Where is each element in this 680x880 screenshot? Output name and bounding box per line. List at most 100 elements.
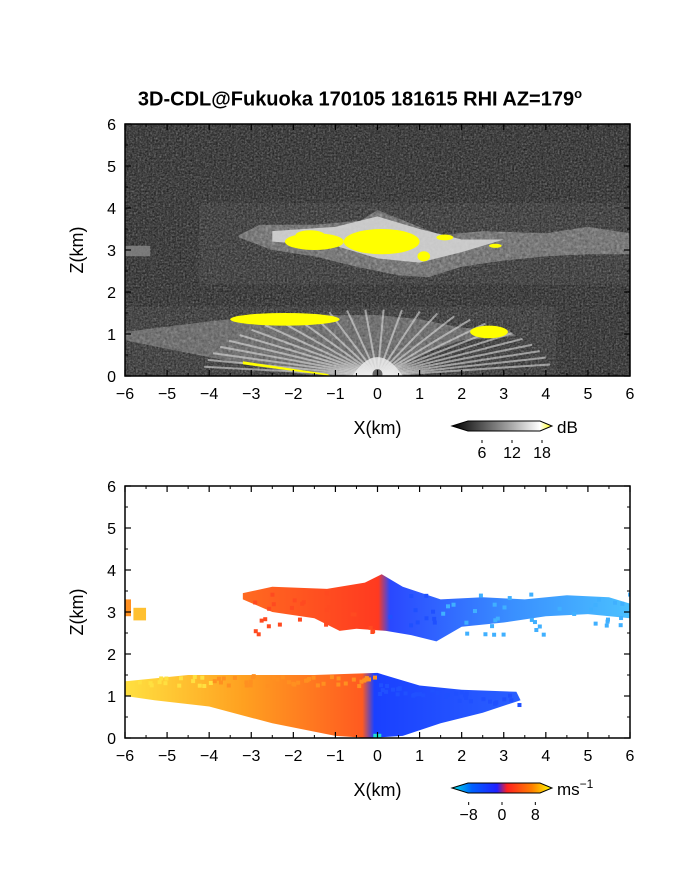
velocity-speckle (441, 611, 446, 616)
velocity-speckle (495, 616, 500, 621)
velocity-speckle (216, 676, 221, 681)
velocity-speckle (435, 690, 440, 695)
y-tick-label: 3 (107, 243, 116, 260)
velocity-speckle (509, 698, 514, 703)
x-tick-label: 0 (373, 748, 382, 765)
velocity-speckle (572, 611, 577, 616)
velocity-speckle (534, 628, 539, 633)
velocity-speckle (137, 680, 142, 685)
upper-cloud-fragment (133, 607, 147, 621)
velocity-speckle (177, 683, 182, 688)
velocity-speckle (618, 623, 623, 628)
x-tick-label: −3 (242, 386, 260, 403)
velocity-speckle (593, 603, 598, 608)
velocity-speckle (415, 620, 420, 625)
velocity-speckle (488, 699, 493, 704)
reflectivity-colorbar: dB 6 12 18 (450, 418, 578, 462)
velocity-speckle (178, 676, 183, 681)
radial-beam-streak (377, 350, 540, 376)
velocity-speckle (604, 623, 609, 628)
velocity-speckle (370, 630, 375, 635)
velocity-speckle (412, 692, 417, 697)
radial-beam-streak (212, 352, 378, 376)
velocity-speckle (221, 676, 226, 681)
y-tick-label: 4 (107, 563, 116, 580)
velocity-speckle (378, 691, 383, 696)
velocity-speckle (431, 609, 436, 614)
saturated-blob (295, 230, 325, 241)
velocity-speckle (593, 621, 598, 626)
y-tick-label: 4 (107, 201, 116, 218)
upper-cloud-fragment (125, 599, 131, 617)
velocity-speckle (197, 683, 202, 688)
velocity-speckle (468, 699, 473, 704)
velocity-speckle (457, 698, 462, 703)
velocity-speckle (445, 604, 450, 609)
velocity-speckle (541, 632, 546, 637)
y-tick-label: 6 (107, 479, 116, 496)
velocity-speckle (275, 677, 280, 682)
velocity-speckle (232, 675, 237, 680)
velocity-speckle (537, 624, 542, 629)
velocity-speckle (481, 697, 486, 702)
velocity-speckle (451, 602, 456, 607)
velocity-speckle (324, 622, 329, 627)
x-tick-label: −5 (158, 386, 176, 403)
velocity-speckle (557, 606, 562, 611)
velocity-speckle (588, 607, 593, 612)
y-tick-label: 1 (107, 689, 116, 706)
near-field-return (352, 357, 403, 376)
y-tick-label: 0 (107, 369, 116, 386)
saturated-blob (369, 229, 412, 245)
velocity-speckle (208, 681, 213, 686)
velocity-speckle (263, 617, 268, 622)
x-tick-label: 1 (415, 748, 424, 765)
velocity-speckle (286, 680, 291, 685)
y-tick-label: 5 (107, 521, 116, 538)
y-tick-label: 1 (107, 327, 116, 344)
saturated-edge (242, 361, 332, 376)
velocity-speckle (413, 608, 418, 613)
velocity-speckle (321, 681, 326, 686)
radial-beam-streak (377, 332, 512, 376)
radial-beam-streak (377, 356, 546, 376)
velocity-speckle (300, 601, 305, 606)
radial-beam-streak (220, 345, 378, 376)
x-axis-label: X(km) (354, 418, 402, 438)
velocity-speckle (493, 618, 498, 623)
velocity-speckle (226, 683, 231, 688)
x-tick-label: 2 (457, 748, 466, 765)
velocity-speckle (324, 591, 329, 596)
radial-beam-streak (204, 365, 378, 376)
velocity-speckle (464, 620, 469, 625)
velocity-speckle (326, 605, 331, 610)
velocity-speckle (253, 600, 258, 605)
velocity-speckle (364, 676, 369, 681)
velocity-speckle (192, 674, 197, 679)
colorbar-unit: ms−1 (557, 777, 594, 799)
velocity-speckle (202, 684, 207, 689)
velocity-speckle (432, 620, 437, 625)
velocity-speckle (395, 692, 400, 697)
velocity-speckle (403, 691, 408, 696)
y-tick-label: 2 (107, 647, 116, 664)
x-tick-label: −2 (284, 386, 302, 403)
x-tick-label: −1 (326, 748, 344, 765)
velocity-speckle (244, 683, 249, 688)
velocity-speckle (259, 618, 264, 623)
velocity-speckle (157, 680, 162, 685)
velocity-speckle (367, 677, 372, 682)
velocity-panel: −6 −5 −4 −3 −2 −1 0 1 2 3 4 5 6 0 1 2 3 4 5 6 X(km) Z(km) (67, 479, 635, 800)
radial-beam-streak (377, 343, 533, 376)
velocity-speckle (148, 681, 153, 686)
x-tick-label: −6 (116, 386, 134, 403)
velocity-speckle (409, 623, 414, 628)
velocity-speckle (191, 679, 196, 684)
velocity-speckle (430, 688, 435, 693)
velocity-speckle (465, 631, 470, 636)
colorbar-tick-label: 8 (531, 807, 540, 824)
velocity-speckle (454, 691, 459, 696)
colorbar-bar (450, 782, 554, 794)
colorbar-unit: dB (557, 418, 578, 437)
